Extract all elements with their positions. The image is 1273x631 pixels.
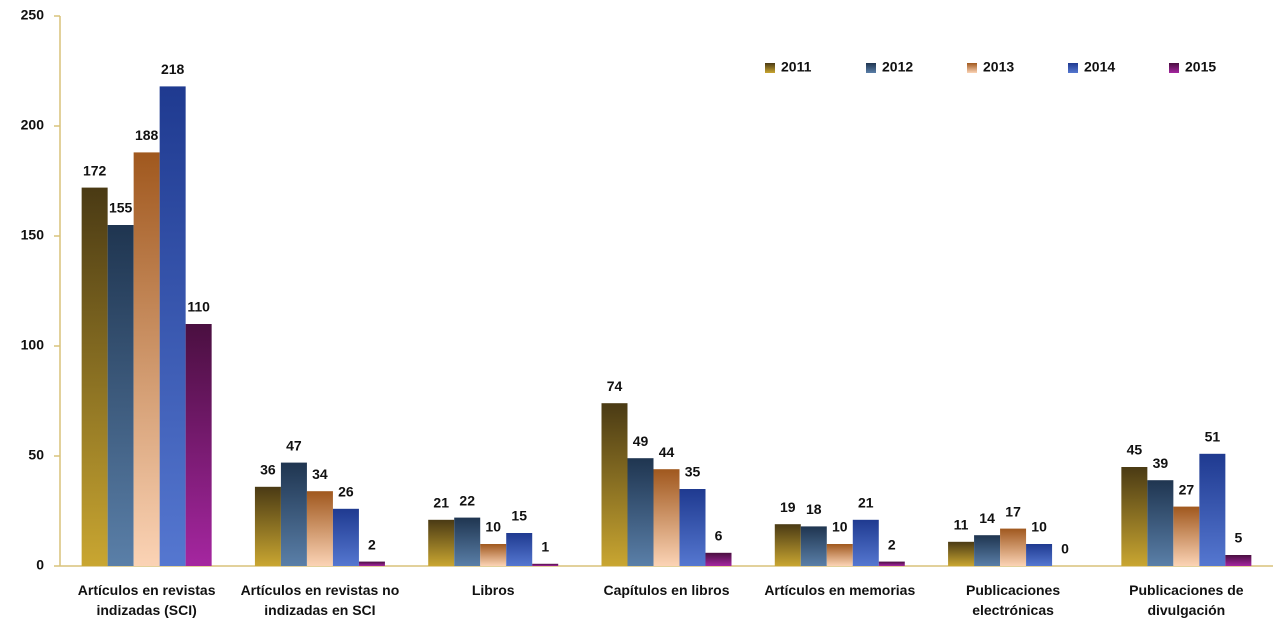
bar bbox=[532, 563, 559, 566]
value-label: 45 bbox=[1127, 442, 1143, 458]
bar bbox=[948, 541, 975, 566]
bar bbox=[627, 458, 654, 566]
value-label: 34 bbox=[312, 466, 328, 482]
value-label: 19 bbox=[780, 499, 796, 515]
value-label: 18 bbox=[806, 501, 822, 517]
value-label: 27 bbox=[1179, 481, 1195, 497]
bar bbox=[800, 526, 827, 566]
y-tick-label: 0 bbox=[36, 557, 44, 573]
y-tick-label: 250 bbox=[21, 7, 45, 23]
bar bbox=[133, 152, 160, 566]
value-label: 5 bbox=[1234, 530, 1242, 546]
y-tick-label: 50 bbox=[28, 447, 44, 463]
bar bbox=[358, 561, 385, 566]
value-label: 188 bbox=[135, 127, 159, 143]
legend-label: 2012 bbox=[882, 59, 913, 75]
bar bbox=[254, 486, 281, 566]
bar bbox=[826, 544, 853, 566]
legend-label: 2013 bbox=[983, 59, 1014, 75]
value-label: 14 bbox=[979, 510, 995, 526]
y-tick-label: 100 bbox=[21, 337, 45, 353]
y-tick-label: 200 bbox=[21, 117, 45, 133]
value-label: 110 bbox=[187, 299, 210, 315]
legend-swatch bbox=[967, 63, 977, 73]
bar bbox=[107, 225, 134, 566]
y-tick-label: 150 bbox=[21, 227, 45, 243]
value-label: 11 bbox=[954, 517, 969, 533]
value-label: 218 bbox=[161, 61, 185, 77]
value-label: 35 bbox=[685, 464, 701, 480]
bar bbox=[428, 519, 455, 566]
bar bbox=[1225, 555, 1252, 566]
value-label: 47 bbox=[286, 437, 302, 453]
legend-label: 2015 bbox=[1185, 59, 1216, 75]
x-tick-label: Artículos en revistas indizadas (SCI) bbox=[77, 582, 216, 618]
value-label: 26 bbox=[338, 484, 354, 500]
value-label: 0 bbox=[1061, 541, 1069, 557]
bar bbox=[280, 462, 307, 566]
legend-label: 2011 bbox=[781, 59, 812, 75]
bar bbox=[878, 561, 905, 566]
value-label: 10 bbox=[832, 519, 848, 535]
bar bbox=[1199, 453, 1226, 566]
legend-label: 2014 bbox=[1084, 59, 1115, 75]
value-label: 1 bbox=[541, 539, 549, 555]
x-tick-label: Artículos en memorias bbox=[764, 582, 916, 598]
x-tick-label: Publicaciones de divulgación bbox=[1129, 582, 1244, 618]
value-label: 39 bbox=[1153, 455, 1169, 471]
bar bbox=[185, 324, 212, 566]
x-tick-label: Libros bbox=[471, 582, 515, 598]
value-label: 10 bbox=[1031, 519, 1047, 535]
bar bbox=[1026, 544, 1053, 566]
value-label: 10 bbox=[485, 519, 501, 535]
value-label: 51 bbox=[1205, 429, 1221, 445]
bar bbox=[81, 187, 108, 566]
bar bbox=[159, 86, 186, 567]
bar bbox=[1121, 467, 1148, 566]
value-label: 6 bbox=[715, 528, 723, 544]
legend-swatch bbox=[765, 63, 775, 73]
value-label: 21 bbox=[858, 495, 874, 511]
value-label: 17 bbox=[1005, 503, 1021, 519]
value-label: 44 bbox=[659, 444, 675, 460]
bar bbox=[1147, 480, 1174, 566]
legend-swatch bbox=[1169, 63, 1179, 73]
value-label: 74 bbox=[607, 378, 623, 394]
bar bbox=[679, 489, 706, 566]
bar bbox=[653, 469, 680, 566]
bar bbox=[705, 552, 732, 566]
bar bbox=[601, 403, 628, 566]
bar bbox=[974, 535, 1001, 566]
bar bbox=[306, 491, 333, 566]
x-tick-label: Publicaciones electrónicas bbox=[965, 582, 1061, 618]
value-label: 2 bbox=[888, 536, 896, 552]
value-label: 155 bbox=[109, 200, 133, 216]
bar bbox=[454, 517, 481, 566]
bar bbox=[480, 544, 507, 566]
value-label: 15 bbox=[511, 508, 527, 524]
x-tick-label: Artículos en revistas no indizadas en SC… bbox=[240, 582, 400, 618]
value-label: 172 bbox=[83, 162, 107, 178]
bar bbox=[1000, 528, 1027, 566]
value-label: 22 bbox=[459, 492, 475, 508]
bar bbox=[852, 519, 879, 566]
value-label: 49 bbox=[633, 433, 649, 449]
legend-swatch bbox=[866, 63, 876, 73]
bar bbox=[332, 508, 359, 566]
bar bbox=[506, 533, 533, 566]
legend-swatch bbox=[1068, 63, 1078, 73]
bar bbox=[1173, 506, 1200, 566]
x-tick-label: Capítulos en libros bbox=[603, 582, 730, 598]
bar bbox=[774, 524, 801, 566]
value-label: 36 bbox=[260, 462, 276, 478]
value-label: 21 bbox=[433, 495, 449, 511]
value-label: 2 bbox=[368, 536, 376, 552]
